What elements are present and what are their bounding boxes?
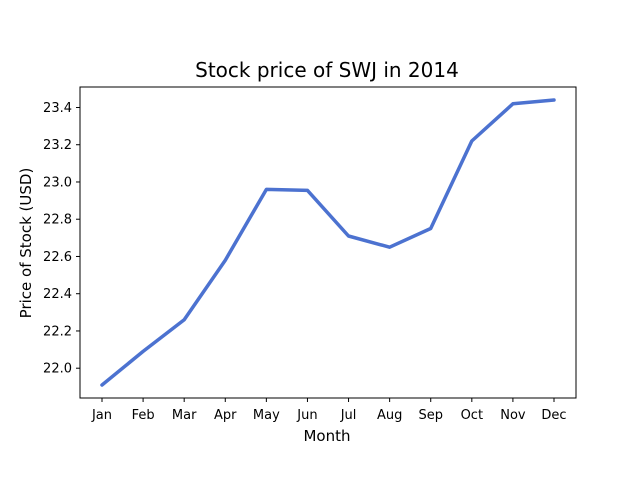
y-tick-label: 22.0 — [43, 362, 72, 377]
x-axis-label: Month — [303, 427, 350, 445]
y-tick-label: 23.4 — [43, 101, 72, 116]
series-layer — [100, 98, 556, 387]
chart-title: Stock price of SWJ in 2014 — [195, 58, 459, 82]
x-tick-label: Mar — [172, 408, 197, 423]
x-tick-label: Apr — [214, 408, 237, 423]
x-tick-label: Feb — [132, 408, 155, 423]
y-tick-label: 23.2 — [43, 138, 72, 153]
x-tick-label: Nov — [500, 408, 526, 423]
x-tick-label: Oct — [461, 408, 483, 423]
plot-frame — [79, 86, 577, 399]
series-line — [100, 98, 556, 387]
y-tick-label: 22.6 — [43, 250, 72, 265]
y-tick-label: 23.0 — [43, 175, 72, 190]
x-tick-label: Dec — [541, 408, 566, 423]
x-axis: Jan Feb Mar Apr May Jun Jul Aug Sep Oct Nov Dec — [91, 398, 567, 423]
x-tick-label: Jun — [296, 408, 317, 423]
x-tick-label: Sep — [418, 408, 443, 423]
x-tick-label: May — [253, 408, 280, 423]
x-tick-label: Jan — [91, 408, 112, 423]
y-tick-label: 22.2 — [43, 324, 72, 339]
x-tick-label: Aug — [377, 408, 402, 423]
y-tick-label: 22.4 — [43, 287, 72, 302]
x-tick-label: Jul — [340, 408, 357, 423]
y-axis-label: Price of Stock (USD) — [17, 168, 35, 319]
y-axis: 22.0 22.2 22.4 22.6 22.8 23.0 23.2 23.4 — [43, 101, 80, 377]
y-tick-label: 22.8 — [43, 213, 72, 228]
